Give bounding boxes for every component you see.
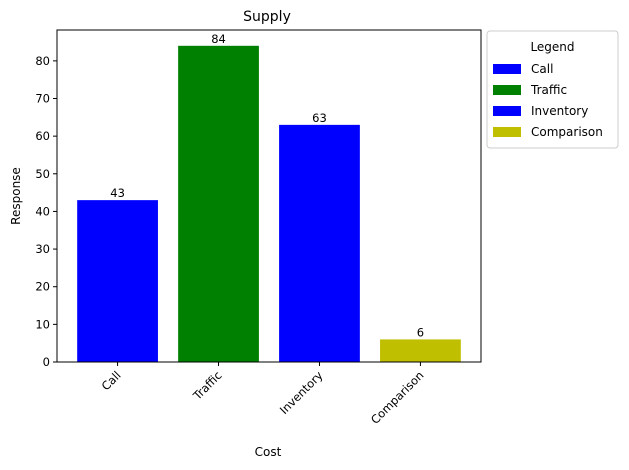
x-tick-label: Call <box>99 368 124 393</box>
legend-entry: Comparison <box>531 125 603 139</box>
bar-traffic <box>178 45 259 363</box>
legend-swatch <box>493 106 521 116</box>
y-tick-label: 70 <box>35 92 50 106</box>
bar-call <box>77 200 158 362</box>
data-label-comparison: 6 <box>417 325 424 339</box>
legend-swatch <box>493 127 521 137</box>
data-label-traffic: 84 <box>211 32 226 46</box>
data-label-inventory: 63 <box>312 111 327 125</box>
legend-title: Legend <box>530 40 574 54</box>
bar-inventory <box>279 124 360 362</box>
y-tick-label: 60 <box>35 129 50 143</box>
chart-title: Supply <box>243 9 291 25</box>
x-tick-label: Traffic <box>190 368 225 403</box>
y-tick-label: 10 <box>35 317 50 331</box>
y-tick-label: 0 <box>43 355 50 369</box>
data-label-call: 43 <box>110 186 125 200</box>
y-tick-label: 20 <box>35 280 50 294</box>
legend-swatch <box>493 64 521 74</box>
x-axis-label: Cost <box>255 445 282 459</box>
legend-swatch <box>493 85 521 95</box>
legend-entry: Call <box>531 62 553 76</box>
legend-box <box>486 30 619 149</box>
legend: Legend Call Traffic Inventory Comparison <box>486 30 619 149</box>
legend-entry: Traffic <box>530 83 567 97</box>
y-tick-label: 30 <box>35 242 50 256</box>
y-axis-label: Response <box>9 167 23 225</box>
y-tick-label: 50 <box>35 167 50 181</box>
x-tick-label: Inventory <box>277 368 326 417</box>
y-tick-label: 40 <box>35 204 50 218</box>
bar-comparison <box>380 339 461 362</box>
plot-frame <box>56 29 482 363</box>
legend-entry: Inventory <box>531 104 588 118</box>
x-tick-label: Comparison <box>368 368 427 427</box>
y-tick-label: 80 <box>35 54 50 68</box>
